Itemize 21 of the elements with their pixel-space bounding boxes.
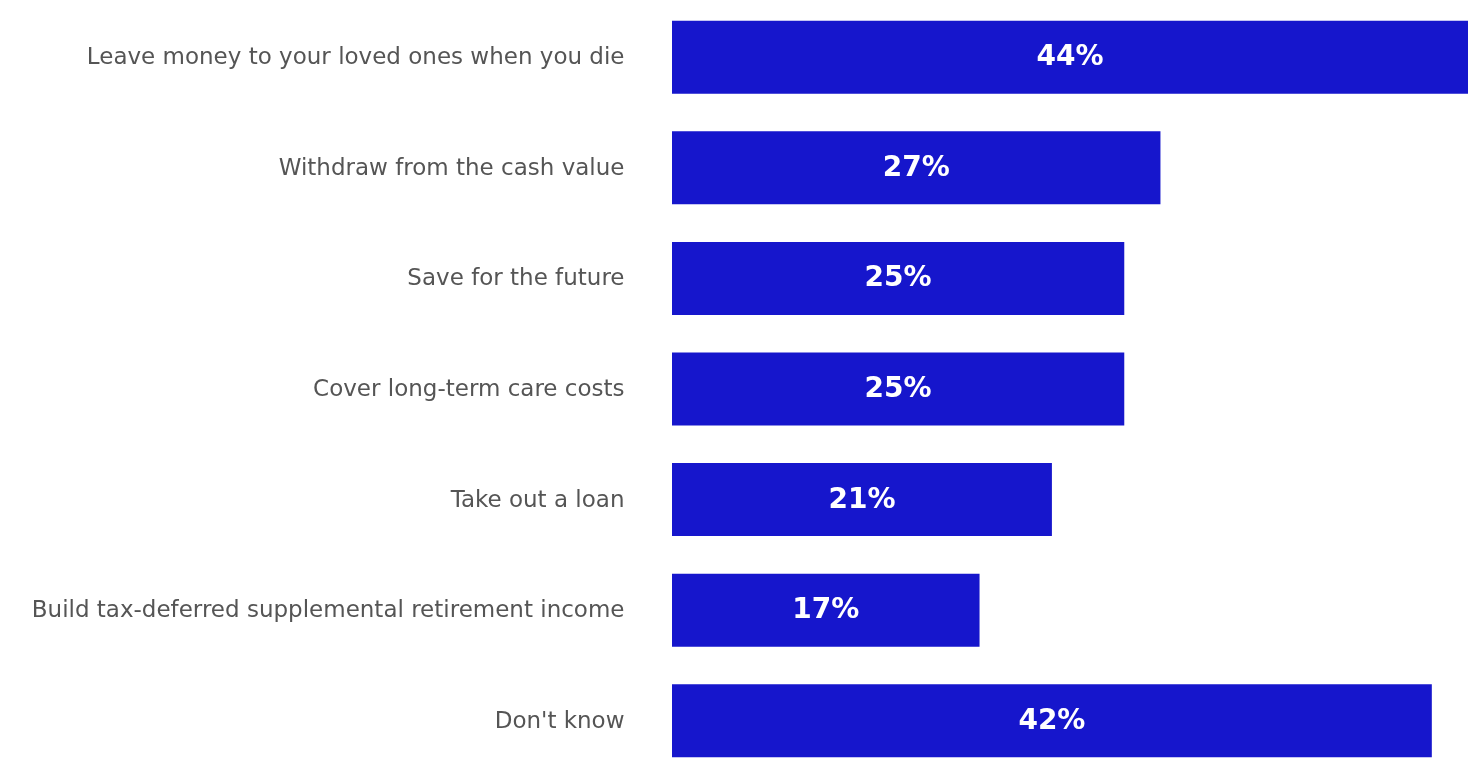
bar xyxy=(672,352,1125,426)
data-label: 27% xyxy=(882,149,950,183)
data-label: 25% xyxy=(864,371,932,404)
bar xyxy=(672,463,1052,537)
data-label: 44% xyxy=(1036,39,1104,73)
data-label: 21% xyxy=(828,481,896,515)
y-tick-label: Don't know xyxy=(494,706,625,733)
bar xyxy=(672,131,1161,205)
y-tick-label: Save for the future xyxy=(407,264,625,291)
bar xyxy=(672,241,1125,315)
data-label: 17% xyxy=(792,592,860,626)
y-tick-label: Cover long-term care costs xyxy=(313,375,625,401)
data-label: 42% xyxy=(1018,702,1086,736)
bar xyxy=(672,20,1468,94)
bar xyxy=(672,684,1432,758)
y-tick-label: Take out a loan xyxy=(449,485,625,512)
y-tick-label: Leave money to your loved ones when you die xyxy=(86,43,625,70)
y-tick-label: Build tax-deferred supplemental retirement income xyxy=(31,596,625,623)
data-label: 25% xyxy=(864,260,932,294)
y-tick-label: Withdraw from the cash value xyxy=(278,153,625,180)
bar xyxy=(672,573,980,647)
